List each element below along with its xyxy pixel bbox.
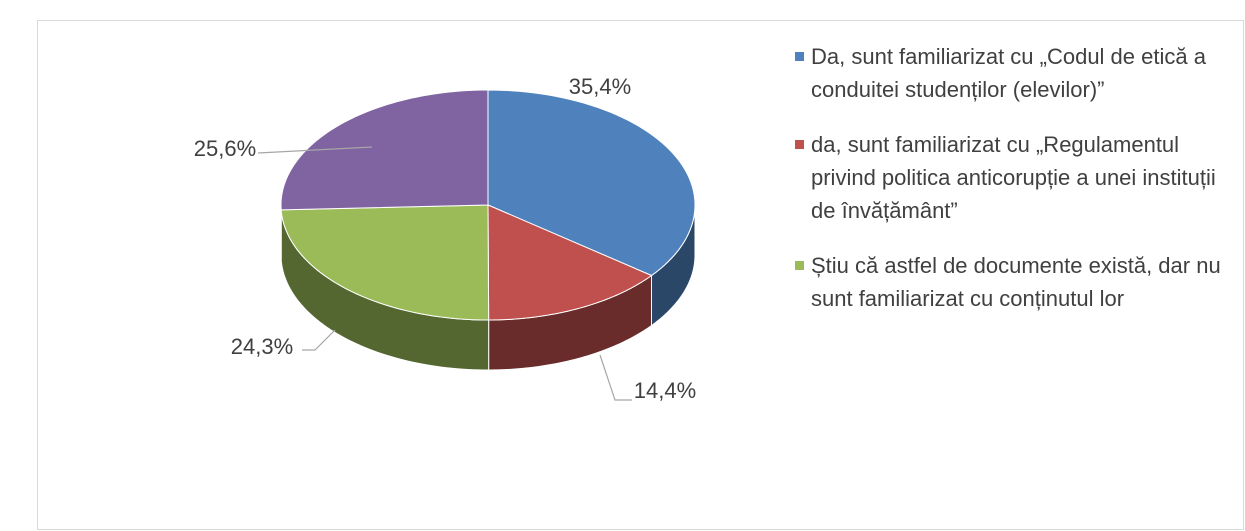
legend: Da, sunt familiarizat cu „Codul de etică…	[795, 40, 1225, 337]
legend-entry: Știu că astfel de documente există, dar …	[795, 249, 1225, 315]
legend-entry: Da, sunt familiarizat cu „Codul de etică…	[795, 40, 1225, 106]
leader-line	[257, 146, 373, 154]
legend-swatch	[795, 261, 804, 270]
leader-line	[599, 354, 632, 401]
data-label: 25,6%	[194, 136, 256, 161]
leader-line	[302, 329, 336, 351]
legend-label: Știu că astfel de documente există, dar …	[811, 253, 1221, 311]
slice	[280, 204, 490, 321]
slice	[487, 204, 653, 321]
legend-swatch	[795, 52, 804, 61]
data-label: 24,3%	[231, 334, 293, 359]
legend-label: da, sunt familiarizat cu „Regulamentul p…	[811, 132, 1216, 223]
chart-frame	[37, 20, 1244, 530]
slice	[280, 89, 489, 211]
data-label: 35,4%	[569, 74, 631, 99]
slice	[487, 89, 696, 277]
legend-swatch	[795, 140, 804, 149]
legend-entry: da, sunt familiarizat cu „Regulamentul p…	[795, 128, 1225, 227]
data-label: 14,4%	[634, 378, 696, 403]
legend-label: Da, sunt familiarizat cu „Codul de etică…	[811, 44, 1206, 102]
